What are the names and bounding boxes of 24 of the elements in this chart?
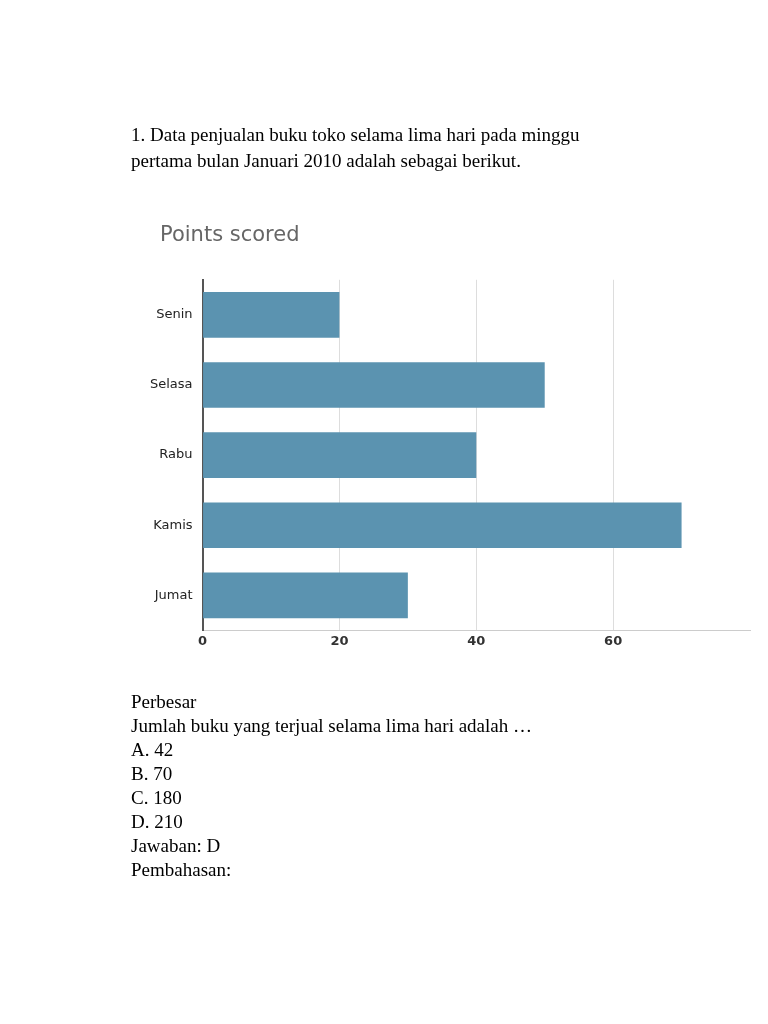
y-tick-label: Jumat xyxy=(153,586,193,602)
y-tick-label: Senin xyxy=(156,306,193,322)
bar xyxy=(203,572,408,619)
text: Jawaban: D xyxy=(131,834,222,858)
text: A. 42 xyxy=(131,738,175,762)
bar xyxy=(203,292,340,338)
text: C. 180 xyxy=(131,786,183,810)
text: Pembahasan: xyxy=(131,858,233,882)
bar xyxy=(203,502,682,549)
text: B. 70 xyxy=(131,762,174,786)
bar xyxy=(203,432,477,478)
chart-title: Points scored xyxy=(160,222,300,246)
text: 1. Data penjualan buku toko selama lima hari pada minggu pertama bulan Januari 2010 adalah sebagai berikut. xyxy=(131,123,581,173)
x-tick-label: 40 xyxy=(467,632,486,648)
bar xyxy=(203,362,545,408)
x-tick-label: 60 xyxy=(604,632,623,648)
text: Perbesar xyxy=(131,690,198,714)
y-tick-label: Selasa xyxy=(149,376,193,392)
y-tick-label: Rabu xyxy=(159,446,193,462)
y-tick-label: Kamis xyxy=(153,516,193,532)
text: D. 210 xyxy=(131,810,184,834)
x-tick-label: 0 xyxy=(198,632,208,648)
x-tick-label: 20 xyxy=(330,632,349,648)
text: Jumlah buku yang terjual selama lima hari adalah … xyxy=(131,714,533,738)
